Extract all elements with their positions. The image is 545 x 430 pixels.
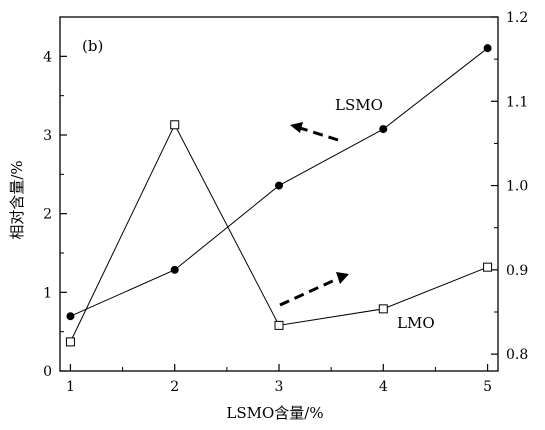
data-point-lmo xyxy=(274,320,284,330)
series-label-lmo: LMO xyxy=(397,314,435,332)
x-axis-label: LSMO含量/% xyxy=(226,404,323,422)
y-tick-label-left: 3 xyxy=(43,128,52,144)
data-point-lsmo xyxy=(66,312,75,321)
series-line-lmo xyxy=(69,123,488,343)
data-point-lsmo xyxy=(275,181,283,190)
y-axis-label-left: 相对含量/% xyxy=(8,160,26,239)
arrow-lmo xyxy=(279,272,349,307)
arrow-to-right-axis xyxy=(290,122,339,142)
data-point-lsmo xyxy=(379,125,388,134)
x-tick-label: 5 xyxy=(483,379,492,395)
y-tick-label-right: 1.2 xyxy=(506,10,528,26)
x-tick-label: 1 xyxy=(66,379,75,395)
x-tick-label: 2 xyxy=(170,379,179,395)
data-point-lmo xyxy=(65,337,75,347)
y-tick-label-right: 1.0 xyxy=(506,179,528,195)
y-tick-label-left: 2 xyxy=(43,207,52,223)
x-tick-label: 4 xyxy=(379,379,388,395)
y-tick-label-left: 1 xyxy=(43,285,52,301)
data-point-lmo xyxy=(170,120,180,130)
y-tick-label-right: 0.9 xyxy=(506,263,528,279)
y-tick-label-right: 1.1 xyxy=(506,94,528,110)
y-tick-label-left: 4 xyxy=(43,49,52,65)
panel-label: (b) xyxy=(82,37,103,55)
data-point-lmo xyxy=(483,262,493,272)
y-tick-label-right: 0.8 xyxy=(506,347,528,363)
series-label-lsmo: LSMO xyxy=(335,96,383,114)
data-point-lmo xyxy=(378,304,388,314)
x-tick-label: 3 xyxy=(275,379,284,395)
data-point-lsmo xyxy=(483,44,492,53)
y-tick-label-left: 0 xyxy=(43,364,52,380)
data-point-lsmo xyxy=(170,265,179,274)
